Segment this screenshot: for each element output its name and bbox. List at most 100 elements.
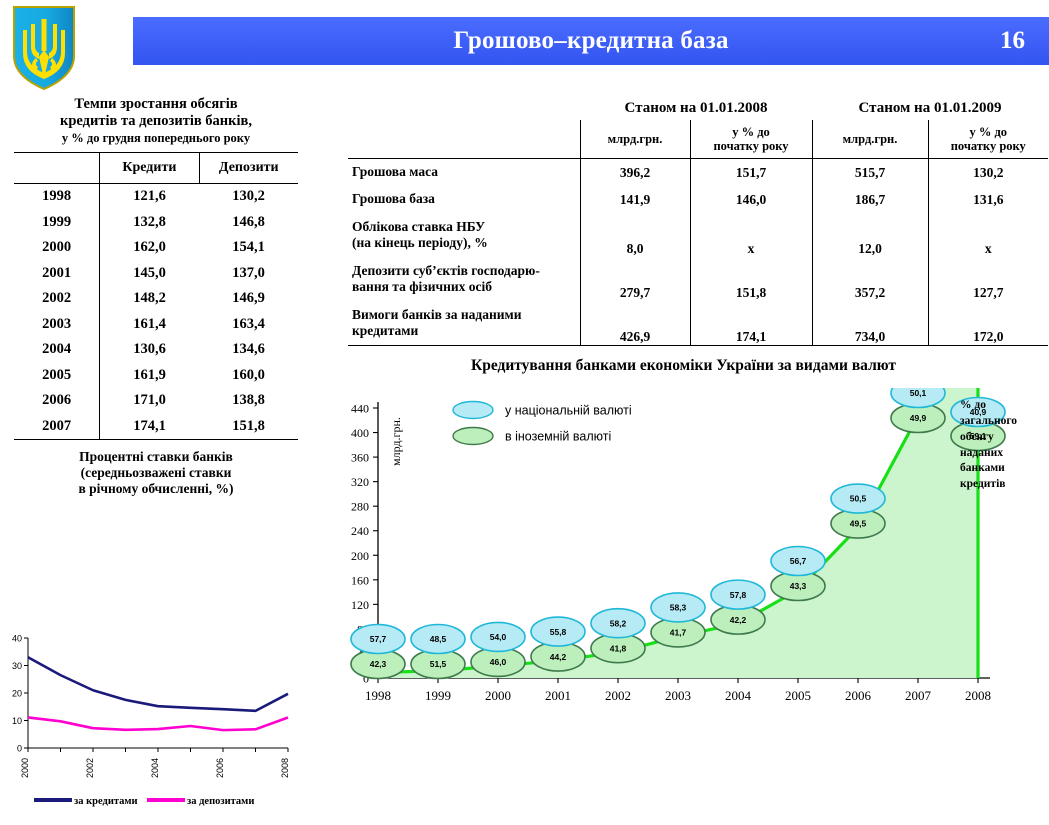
bubble-national bbox=[590, 607, 646, 639]
bubble-national bbox=[770, 545, 826, 577]
area-fill bbox=[378, 227, 978, 678]
bubble-foreign-label: 43,3 bbox=[790, 581, 807, 591]
cell-deposits: 134,6 bbox=[232, 341, 265, 358]
y-tick-label: 280 bbox=[351, 500, 369, 514]
x-tick-label: 2004 bbox=[150, 758, 160, 778]
cell-indicator: Грошова база bbox=[352, 191, 435, 207]
bubble-foreign-label: 51,5 bbox=[430, 659, 447, 669]
bubble-national-label: 57,8 bbox=[730, 590, 747, 600]
rates-title-line1: Процентні ставки банків bbox=[79, 448, 233, 464]
cell-bln-2008: 426,9 bbox=[579, 301, 690, 346]
cell-year: 2007 bbox=[14, 413, 100, 440]
x-tick-label: 2002 bbox=[605, 688, 631, 703]
bubble-national-label: 58,2 bbox=[610, 618, 627, 628]
y-tick-label: 30 bbox=[12, 661, 22, 671]
ukraine-coat-of-arms-icon bbox=[10, 4, 78, 92]
y-tick-label: 360 bbox=[351, 451, 369, 465]
table-row: 2002 148,2 146,9 bbox=[14, 285, 298, 312]
bubble-national bbox=[650, 592, 706, 623]
bubble-national-label: 55,8 bbox=[550, 627, 567, 637]
table-row: Вимоги банків за наданими кредитами 426,9 1… bbox=[348, 301, 1048, 346]
left-column: Темпи зростання обсягів кредитів та депо… bbox=[0, 96, 312, 807]
cell-year: 2004 bbox=[42, 341, 72, 358]
period-header-2009: Станом на 01.01.2009 bbox=[858, 99, 1002, 116]
x-tick-label: 2001 bbox=[545, 688, 571, 703]
growth-title-line1: Темпи зростання обсягів bbox=[74, 96, 238, 112]
monetary-indicators-table: Станом на 01.01.2008 Станом на 01.01.200… bbox=[348, 96, 1048, 346]
cell-pct-2008: 174,1 bbox=[689, 301, 812, 346]
cell-credits: 130,6 bbox=[99, 336, 200, 363]
x-tick-label: 1999 bbox=[425, 688, 451, 703]
bubble-foreign-label: 41,8 bbox=[610, 643, 627, 653]
cell-indicator: Грошова маса bbox=[352, 164, 438, 180]
x-tick-label: 2006 bbox=[215, 758, 225, 778]
growth-title-line2: кредитів та депозитів банків, bbox=[60, 113, 252, 130]
cell-deposits: 146,9 bbox=[232, 290, 265, 307]
x-tick-label: 2008 bbox=[965, 688, 991, 703]
x-tick-label: 1998 bbox=[365, 688, 391, 703]
x-tick-label: 2004 bbox=[725, 688, 752, 703]
y-tick-label: 120 bbox=[351, 598, 369, 612]
bubble-foreign-label: 41,7 bbox=[670, 628, 687, 638]
cell-indicator: Облікова ставка НБУ (на кінець періоду), … bbox=[352, 218, 488, 250]
cell-year: 2006 bbox=[42, 392, 72, 409]
table-row: Грошова маса 396,2 151,7 515,7 130,2 bbox=[348, 158, 1048, 186]
bubble-national bbox=[410, 623, 466, 655]
cell-pct-2008: х bbox=[689, 213, 812, 257]
growth-rates-table: Кредити Депозити 1998 121,6 130,2 1999 132,8… bbox=[14, 151, 298, 440]
rates-title-line3: в річному обчисленні, %) bbox=[78, 481, 234, 497]
growth-col-header-deposits: Депозити bbox=[198, 151, 298, 184]
y-tick-label: 10 bbox=[12, 716, 22, 726]
cell-credits: 145,0 bbox=[99, 260, 200, 286]
growth-table-title: Темпи зростання обсягів кредитів та депо… bbox=[0, 96, 312, 146]
legend-label: за депозитами bbox=[187, 796, 254, 807]
page-number: 16 bbox=[1000, 27, 1025, 54]
bubble-national bbox=[470, 621, 526, 653]
cell-year: 1998 bbox=[42, 188, 72, 205]
table-row: 2007 174,1 151,8 bbox=[14, 413, 298, 440]
bubble-foreign-label: 44,2 bbox=[550, 652, 567, 662]
chart-note: % до загального обсягу наданих банками кредит… bbox=[960, 398, 1049, 493]
y-tick-label: 400 bbox=[351, 426, 369, 440]
lending-by-currency-area-chart: 04080120160200240280320360400440млрд.грн… bbox=[318, 227, 1049, 724]
table-row: 2000 162,0 154,1 bbox=[14, 234, 298, 261]
cell-bln-2009: 734,0 bbox=[811, 301, 928, 346]
monetary-table-corner bbox=[348, 96, 580, 120]
cell-deposits: 137,0 bbox=[232, 264, 265, 281]
lending-chart-title: Кредитування банками економіки України з… bbox=[470, 357, 897, 374]
bubble-national bbox=[350, 623, 406, 655]
cell-deposits: 146,8 bbox=[232, 213, 265, 230]
y-tick-label: 200 bbox=[351, 549, 369, 563]
rates-title-line2: (середньозважені ставки bbox=[80, 465, 232, 481]
bubble-national bbox=[950, 396, 1006, 428]
x-tick-label: 2002 bbox=[85, 758, 95, 778]
cell-year: 2001 bbox=[42, 264, 72, 281]
table-row: Облікова ставка НБУ (на кінець періоду), … bbox=[348, 213, 1048, 257]
bubble-national-label: 56,7 bbox=[790, 556, 807, 566]
table-row: Депозити суб’єктів господарю-вання та фі… bbox=[348, 257, 1048, 301]
chart-note-line: загального bbox=[960, 414, 1018, 427]
y-tick-label: 0 bbox=[363, 672, 369, 686]
chart-note-line: банками bbox=[960, 462, 1005, 475]
slide-header-band: Грошово–кредитна база 16 bbox=[133, 17, 1049, 65]
table-row: 1999 132,8 146,8 bbox=[14, 209, 298, 235]
cell-deposits: 138,8 bbox=[232, 392, 265, 409]
cell-deposits: 160,0 bbox=[232, 366, 265, 383]
y-tick-label: 0 bbox=[17, 744, 22, 754]
data-bubble-group: 43,3 56,7 bbox=[770, 545, 826, 602]
legend-swatch bbox=[452, 426, 494, 446]
chart-note-line: кредитів bbox=[960, 478, 1006, 491]
table-row: 2005 161,9 160,0 bbox=[14, 362, 298, 388]
cell-credits: 148,2 bbox=[99, 285, 200, 312]
bubble-national bbox=[830, 483, 886, 514]
monetary-table-row-label-header bbox=[348, 120, 580, 159]
legend-label: у національній валюті bbox=[505, 404, 632, 418]
line-series bbox=[27, 716, 289, 732]
table-row: 1998 121,6 130,2 bbox=[14, 183, 298, 210]
cell-bln-2009: 12,0 bbox=[811, 213, 928, 257]
y-tick-label: 440 bbox=[351, 402, 369, 416]
cell-deposits: 154,1 bbox=[232, 239, 265, 256]
bubble-national bbox=[710, 579, 766, 610]
unit-header-pct-2008: у % до початку року bbox=[689, 120, 812, 159]
cell-year: 2002 bbox=[42, 290, 72, 307]
